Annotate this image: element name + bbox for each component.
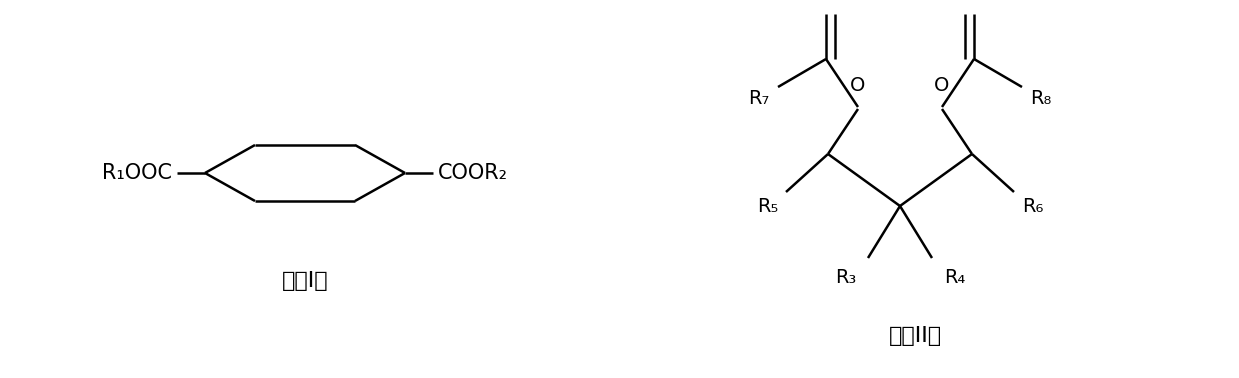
Text: R₁OOC: R₁OOC — [102, 163, 172, 183]
Text: R₇: R₇ — [748, 89, 769, 108]
Text: COOR₂: COOR₂ — [439, 163, 508, 183]
Text: R₅: R₅ — [757, 197, 778, 216]
Text: R₈: R₈ — [1030, 89, 1052, 108]
Text: R₄: R₄ — [944, 268, 965, 287]
Text: 式（I）: 式（I） — [281, 271, 328, 291]
Text: O: O — [934, 76, 949, 95]
Text: 式（II）: 式（II） — [888, 326, 942, 346]
Text: O: O — [850, 76, 866, 95]
Text: R₆: R₆ — [1022, 197, 1043, 216]
Text: R₃: R₃ — [835, 268, 856, 287]
